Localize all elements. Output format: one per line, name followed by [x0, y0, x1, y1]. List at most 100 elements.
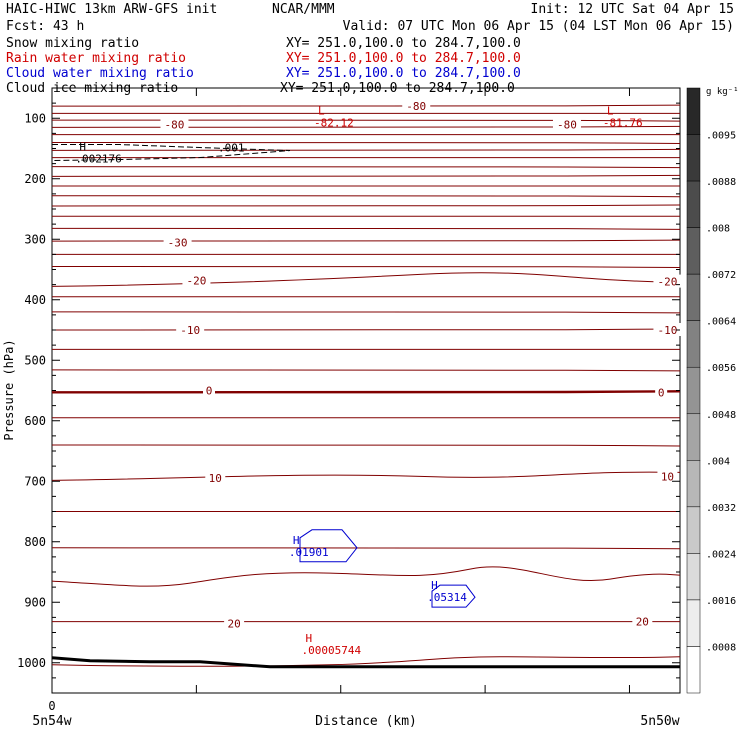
isotherm-line — [51, 239, 681, 242]
colorbar-tick-label: .0088 — [706, 177, 736, 188]
contour-label: -30 — [168, 236, 188, 249]
colorbar-tick-label: .0024 — [706, 549, 736, 560]
y-tick-label: 500 — [24, 353, 46, 367]
colorbar-tick-label: .0072 — [706, 270, 736, 281]
colorbar-tick-label: .004 — [706, 456, 730, 467]
y-tick-label: 700 — [24, 474, 46, 488]
contour-label-bg — [176, 323, 205, 336]
field-label-rain: Rain water mixing ratio — [6, 51, 186, 66]
init-time: Init: 12 UTC Sat 04 Apr 15 — [531, 2, 735, 17]
colorbar-swatch — [686, 506, 701, 554]
contour-label: -20 — [187, 274, 207, 287]
y-tick-label: 900 — [24, 595, 46, 609]
y-tick-label: 600 — [24, 414, 46, 428]
colorbar-tick-label: .0032 — [706, 503, 736, 514]
forecast-hour: Fcst: 43 h — [6, 19, 84, 34]
y-tick-label: 1000 — [17, 656, 46, 670]
colorbar-tick-label: .008 — [706, 224, 730, 235]
extremum-value: -81.76 — [603, 116, 643, 129]
isotherm-line — [51, 195, 681, 198]
isotherm-line — [51, 311, 681, 314]
colorbar-tick-label: .0095 — [706, 131, 736, 142]
extremum-value: .05314 — [427, 591, 467, 604]
contour-label-bg — [203, 383, 215, 397]
contour-label-bg — [653, 323, 682, 336]
cloud-water-contours — [299, 529, 476, 608]
field-xy-rain: XY= 251.0,100.0 to 284.7,100.0 — [286, 51, 521, 66]
isotherm-line — [51, 265, 681, 268]
contour-label: -80 — [406, 100, 426, 113]
extremum-symbol: H — [305, 632, 312, 645]
y-tick-label: 200 — [24, 172, 46, 186]
isotherm-line — [51, 369, 681, 372]
isotherm-line — [51, 471, 681, 481]
contour-label: 10 — [661, 470, 674, 483]
x-left-endpoint: 5n54w — [32, 714, 71, 729]
contour-label-bg — [657, 469, 678, 483]
colorbar-swatch — [686, 646, 701, 694]
cloud-water-contour — [431, 584, 476, 608]
colorbar-swatch — [686, 320, 701, 368]
contour-label-bg — [224, 616, 245, 630]
extremum-value: .00005744 — [301, 644, 361, 657]
extremum-symbol: H — [79, 141, 86, 154]
isotherm-line — [51, 104, 681, 107]
contour-label-bg — [402, 99, 431, 113]
x-axis-label: Distance (km) — [315, 714, 417, 729]
extremum-value: -82.12 — [314, 116, 354, 129]
cloud-ice-contour: .001 — [51, 142, 291, 162]
y-tick-label: 100 — [24, 111, 46, 125]
contour-label: -10 — [180, 324, 200, 337]
isotherm-line — [51, 227, 681, 230]
contour-labels: -80 -80 -80 -30 -20 -20 -10 -10 0 0 10 10 20 20 — [160, 99, 682, 630]
contour-label: 0 — [658, 386, 665, 399]
colorbar-tick-label: .0048 — [706, 410, 736, 421]
extremum-symbol: H — [431, 579, 438, 592]
cloud-ice-contour-label: .001 — [218, 142, 245, 155]
contour-label: -10 — [658, 324, 678, 337]
isotherm-line — [51, 166, 681, 169]
colorbar: .0095 .0088 .008 .0072 .0064 .0056 .0048 .004 .0… — [686, 87, 736, 694]
extremum-symbol: L — [607, 104, 614, 117]
x-tick-zero: 0 — [48, 699, 55, 713]
colorbar-swatch — [686, 366, 701, 415]
isotherm-line — [51, 272, 681, 287]
title-mid: NCAR/MMM — [272, 2, 335, 17]
contour-label-bg — [655, 385, 668, 399]
extrema-markers: L-82.12L-81.76H.002176H.01901H.05314H.00… — [75, 104, 642, 657]
contour-label: -80 — [165, 118, 185, 131]
isotherm-line — [51, 656, 681, 667]
colorbar-swatch — [686, 553, 701, 601]
extremum-symbol: H — [293, 534, 300, 547]
colorbar-swatch — [686, 134, 701, 182]
isotherm-line — [51, 119, 681, 122]
colorbar-unit: g kg⁻¹ — [706, 87, 739, 97]
y-tick-label: 800 — [24, 535, 46, 549]
isotherm-line — [51, 148, 681, 151]
field-xy-snow: XY= 251.0,100.0 to 284.7,100.0 — [286, 36, 521, 51]
extremum-value: .01901 — [289, 546, 329, 559]
colorbar-tick-label: .0016 — [706, 596, 736, 607]
extremum-value: .002176 — [75, 153, 121, 166]
isotherm-line — [51, 204, 681, 207]
cloud-water-contour — [299, 529, 358, 563]
field-xy-cloud-water: XY= 251.0,100.0 to 284.7,100.0 — [286, 66, 521, 81]
contour-label-bg — [653, 274, 682, 288]
isotherm-line — [51, 141, 681, 144]
isotherm-line — [51, 125, 681, 128]
contour-label: -80 — [557, 118, 577, 131]
title-left: HAIC-HIWC 13km ARW-GFS init — [6, 2, 217, 17]
cloud-ice-contour-line — [51, 144, 291, 162]
isotherm-line — [51, 444, 681, 447]
terrain-line — [51, 656, 680, 669]
contour-label-bg — [552, 117, 581, 131]
contour-label: 0 — [206, 385, 213, 398]
contour-label: -20 — [658, 276, 678, 289]
colorbar-swatch — [686, 87, 701, 135]
contour-label: 10 — [209, 472, 222, 485]
isotherm-contours — [51, 104, 681, 667]
field-label-snow: Snow mixing ratio — [6, 36, 139, 51]
y-tick-label: 300 — [24, 232, 46, 246]
